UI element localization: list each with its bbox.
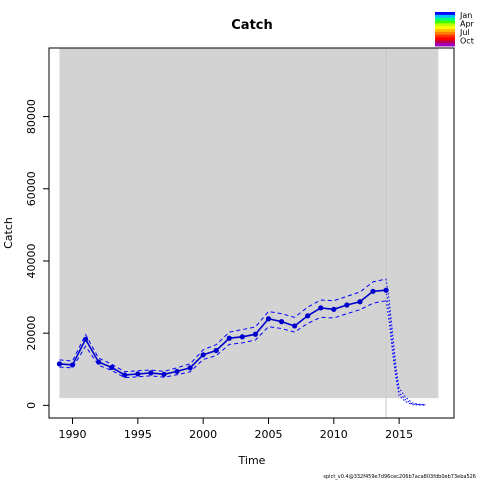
legend-swatch (435, 40, 455, 44)
x-tick-label: 1990 (59, 428, 87, 441)
data-point (318, 305, 324, 311)
data-point (252, 331, 259, 337)
plot-area (56, 48, 439, 418)
data-point (109, 364, 115, 371)
data-point (135, 371, 141, 377)
y-tick-label: 20000 (25, 316, 38, 351)
version-footnote: spict_v0.4@332f459e7d96cec206b7aca803fdb… (323, 474, 476, 480)
legend-swatch (435, 12, 455, 16)
data-point (56, 361, 63, 367)
x-axis-label: Time (238, 454, 266, 467)
data-point (239, 334, 245, 340)
data-point (357, 299, 363, 305)
data-point (344, 302, 350, 308)
data-point (331, 306, 337, 312)
legend-label: Jan (459, 11, 472, 20)
legend-swatch (435, 20, 455, 24)
legend-label: Apr (460, 20, 475, 29)
plot-frame (48, 47, 455, 419)
legend-label: Oct (460, 37, 474, 46)
data-point (148, 370, 154, 376)
y-axis: 0 20000 40000 60000 80000 (25, 99, 49, 409)
data-point (161, 371, 167, 377)
x-tick-label: 2005 (254, 428, 282, 441)
data-point (226, 335, 232, 341)
y-axis-label: Catch (2, 217, 15, 249)
y-tick-label: 80000 (25, 99, 38, 134)
x-tick-label: 2000 (189, 428, 217, 441)
chart-title: Catch (231, 18, 273, 33)
data-point (292, 323, 298, 329)
legend-swatch (435, 23, 455, 27)
x-tick-label: 2015 (385, 428, 413, 441)
legend-swatch (435, 17, 455, 21)
data-point (122, 372, 128, 378)
series-line-4 (385, 278, 426, 405)
legend-label: Jul (459, 28, 470, 37)
legend-swatch (435, 37, 455, 41)
data-point (200, 352, 206, 358)
series-line-1 (59, 278, 387, 373)
series-line-2 (59, 300, 387, 379)
data-point (305, 313, 311, 319)
legend-swatch (435, 43, 455, 47)
shaded-region (59, 48, 439, 399)
x-axis: 1990 1995 2000 2005 2010 2015 (59, 418, 413, 441)
data-point (213, 347, 219, 354)
legend-swatch (435, 14, 455, 19)
y-tick-label: 0 (25, 402, 38, 409)
legend-swatch (435, 31, 455, 36)
legend-swatch (435, 29, 455, 33)
x-tick-label: 2010 (320, 428, 348, 441)
data-point (278, 319, 285, 325)
data-point (370, 288, 376, 294)
data-point (187, 365, 193, 371)
y-tick-label: 40000 (25, 243, 38, 278)
data-point (265, 316, 272, 322)
series-line-5 (385, 300, 426, 406)
x-tick-label: 1995 (124, 428, 152, 441)
y-tick-label: 60000 (25, 171, 38, 206)
data-point (174, 368, 180, 375)
legend-swatch (435, 26, 455, 30)
legend-swatch (435, 34, 455, 38)
series-line-3 (385, 290, 426, 406)
